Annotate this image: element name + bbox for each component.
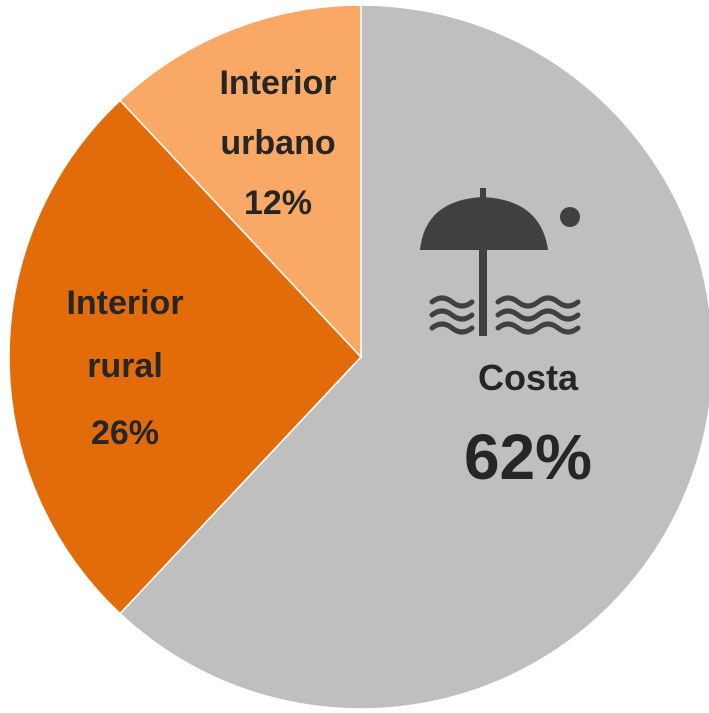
- waves: [429, 295, 581, 335]
- slice-label: Interior rural: [66, 284, 183, 385]
- slice-label: Interior urbano: [219, 64, 336, 162]
- pie-slice: [8, 99, 363, 615]
- umbrella-tip: [480, 188, 486, 198]
- slice-value-label: 12%: [244, 184, 312, 222]
- labels: Costa 62% Interior rural 26% Interior urbano 12…: [66, 64, 592, 493]
- slice-label: Costa: [478, 357, 579, 398]
- umbrella-pole: [479, 248, 487, 336]
- pie-slice: [118, 4, 709, 710]
- umbrella-canopy: [420, 197, 548, 250]
- slices: [8, 4, 709, 710]
- beach-icon: [420, 188, 581, 336]
- pie-slice: [118, 4, 362, 359]
- slice-value-label: 62%: [464, 421, 592, 493]
- slice-value-label: 26%: [91, 414, 159, 452]
- sun: [560, 207, 580, 227]
